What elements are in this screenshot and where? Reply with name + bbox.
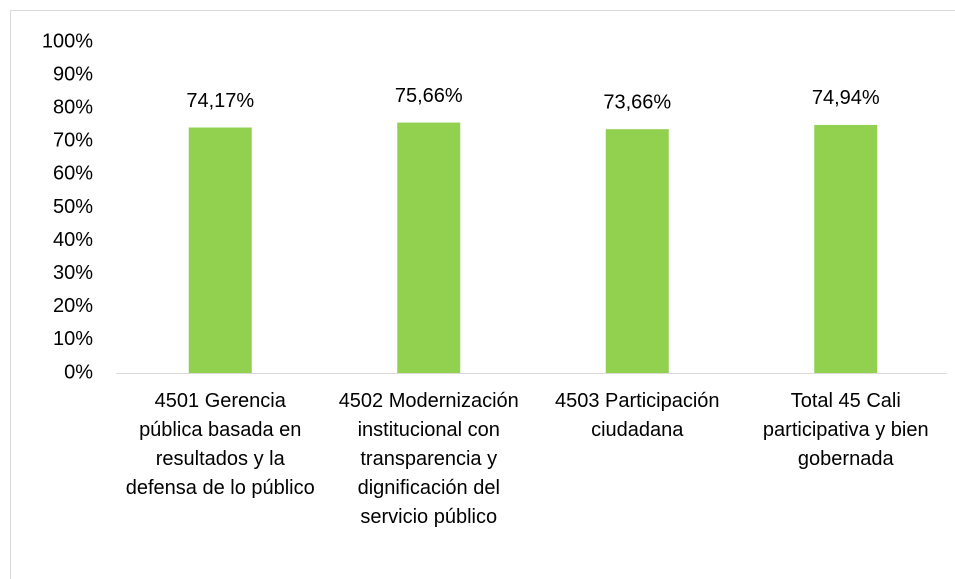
y-tick-label: 90% [53, 63, 93, 85]
y-tick-label: 50% [53, 196, 93, 218]
value-label: 73,66% [603, 91, 671, 113]
bar [605, 129, 669, 373]
y-tick-label: 30% [53, 262, 93, 284]
y-tick-label: 100% [42, 30, 93, 52]
y-tick-label: 20% [53, 295, 93, 317]
y-tick-label: 70% [53, 130, 93, 152]
x-tick-label: Total 45 Cali participativa y bien gober… [762, 390, 929, 470]
y-tick-label: 80% [53, 96, 93, 118]
x-tick-label: 4501 Gerencia pública basada en resultad… [125, 390, 315, 499]
x-tick-label: 4502 Modernización institucional con tra… [338, 390, 519, 528]
bar [814, 124, 878, 373]
y-tick-label: 0% [64, 361, 93, 383]
bar [397, 122, 461, 373]
x-tick-label: 4503 Participación ciudadana [554, 390, 720, 441]
value-label: 74,17% [186, 90, 254, 112]
value-label: 75,66% [395, 85, 463, 107]
y-tick-label: 40% [53, 229, 93, 251]
value-label: 74,94% [812, 87, 880, 109]
y-tick-label: 60% [53, 163, 93, 185]
bar [188, 127, 252, 373]
chart-border [10, 10, 955, 579]
y-tick-label: 10% [53, 328, 93, 350]
